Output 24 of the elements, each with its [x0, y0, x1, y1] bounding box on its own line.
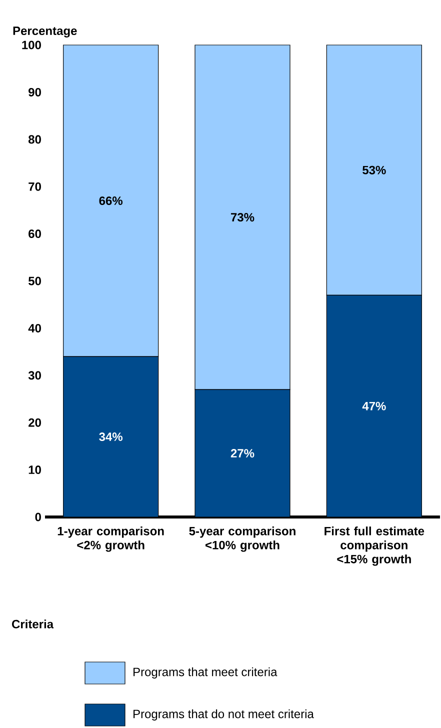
y-tick-label: 40	[28, 324, 41, 332]
y-tick-label: 50	[28, 276, 41, 286]
y-axis-title: Percentage	[13, 26, 77, 38]
x-tick-label: First full estimate comparison <15% growth	[324, 526, 424, 566]
data-label: 47%	[362, 402, 386, 410]
y-tick-label: 90	[28, 88, 41, 96]
data-label: 27%	[230, 449, 254, 458]
data-label: 73%	[231, 213, 254, 222]
legend-label: Programs that meet criteria	[134, 667, 278, 679]
y-tick-label: 100	[22, 40, 41, 50]
y-tick-label: 60	[28, 230, 41, 238]
x-tick-label: 5-year comparison <10% growth	[189, 526, 296, 552]
legend-title: Criteria	[12, 620, 54, 628]
data-label: 66%	[99, 196, 123, 205]
y-tick-label: 70	[28, 182, 41, 191]
legend-label: Programs that do not meet criteria	[134, 709, 314, 721]
y-tick-label: 10	[28, 466, 41, 474]
y-tick-label: 80	[28, 135, 41, 144]
y-tick-label: 0	[35, 512, 41, 522]
data-label: 34%	[99, 432, 123, 442]
data-label: 53%	[362, 166, 386, 174]
x-tick-label: 1-year comparison <2% growth	[58, 526, 164, 552]
y-tick-label: 30	[28, 371, 41, 380]
y-tick-label: 20	[28, 418, 41, 427]
